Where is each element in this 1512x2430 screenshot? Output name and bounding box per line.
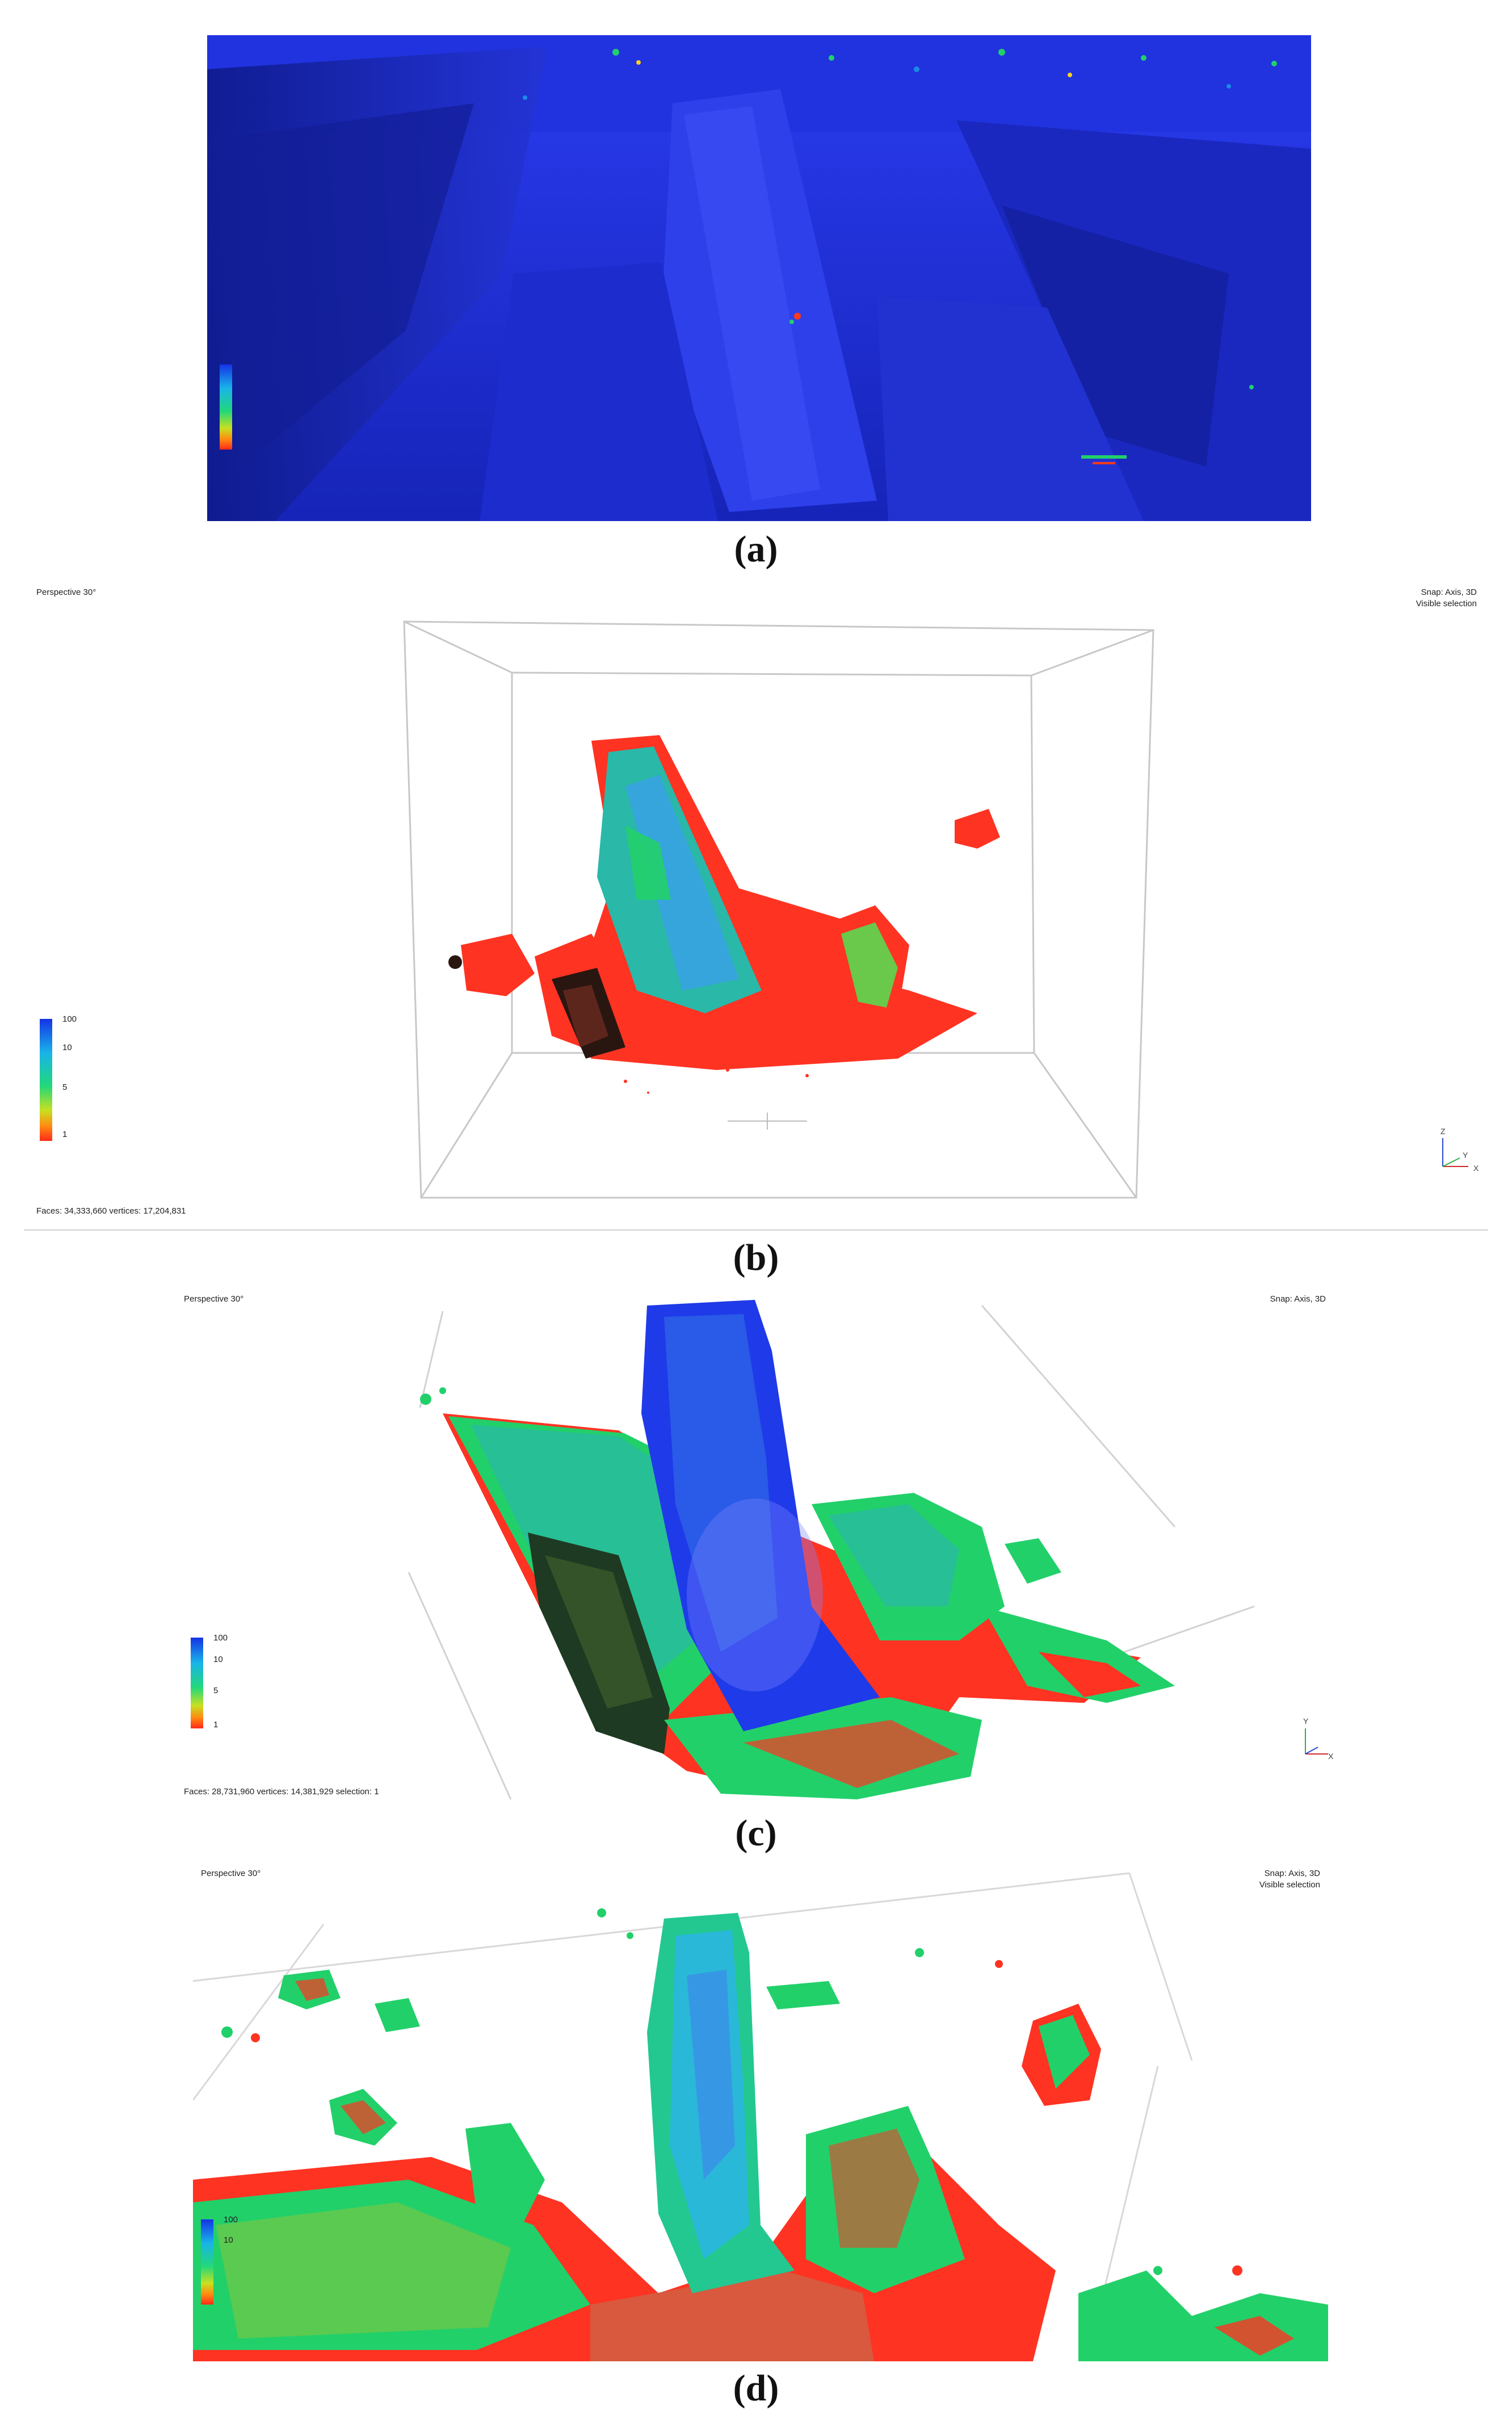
panel-a-noise-speckles	[523, 49, 1277, 464]
panel-c-legend-tick: 10	[213, 1655, 223, 1664]
panel-c-legend-tick: 1	[213, 1720, 219, 1730]
panel-b-viewport[interactable]: Perspective 30° Snap: Axis, 3D Visible s…	[24, 582, 1488, 1229]
panel-d-selection-label: Visible selection	[1259, 1880, 1320, 1890]
panel-b-point-cloud	[448, 735, 1000, 1130]
panel-d-legend-tick: 10	[224, 2235, 233, 2245]
panel-d-mesh-render	[193, 1872, 1328, 2361]
panel-c-color-scale: 100 10 5 1	[191, 1633, 236, 1730]
panel-c-mesh-render	[408, 1300, 1255, 1800]
panel-b-color-scale: 100 10 5 1	[40, 1014, 85, 1141]
caption-d: (d)	[733, 2368, 779, 2409]
panel-d-color-scale: 100 10	[201, 2215, 241, 2305]
panel-a-mesh-render	[207, 35, 1311, 521]
panel-b-view-label: Perspective 30°	[36, 587, 96, 597]
panel-b-axis-x: X	[1473, 1164, 1479, 1173]
panel-b-selection-label: Visible selection	[1416, 599, 1477, 608]
panel-b-legend-tick: 1	[62, 1130, 68, 1139]
panel-c-mesh	[420, 1300, 1175, 1799]
panel-c-status-bar: Faces: 28,731,960 vertices: 14,381,929 s…	[184, 1787, 379, 1797]
panel-c-axis-y: Y	[1303, 1716, 1309, 1726]
panel-c-view-label: Perspective 30°	[184, 1294, 244, 1304]
panel-d-snap-label: Snap: Axis, 3D	[1264, 1869, 1320, 1878]
panel-d-mesh	[193, 1908, 1328, 2361]
panel-b-axis-y: Y	[1463, 1151, 1468, 1160]
panel-c-snap-label: Snap: Axis, 3D	[1270, 1294, 1326, 1304]
caption-b: (b)	[733, 1237, 779, 1278]
panel-a-viewport[interactable]	[207, 35, 1311, 521]
panel-b-axis-gizmo	[1442, 1138, 1468, 1167]
caption-c: (c)	[735, 1812, 777, 1854]
panel-b-bounding-box	[403, 620, 1154, 1199]
panel-b-legend-tick: 10	[62, 1043, 72, 1052]
panel-d-view-label: Perspective 30°	[201, 1869, 261, 1878]
panel-b-mesh-render	[403, 620, 1154, 1199]
panel-c-axis-gizmo	[1305, 1728, 1328, 1755]
panel-a-color-scale	[220, 364, 232, 450]
caption-a: (a)	[734, 528, 778, 570]
panel-c-axis-x: X	[1328, 1752, 1334, 1761]
panel-b-axis-z: Z	[1440, 1127, 1446, 1136]
panel-c-viewport[interactable]: Perspective 30° Snap: Axis, 3D 100 10 5 …	[176, 1289, 1334, 1808]
panel-b-snap-label: Snap: Axis, 3D	[1421, 587, 1477, 597]
panel-b-status-bar: Faces: 34,333,660 vertices: 17,204,831	[36, 1206, 186, 1216]
panel-c-legend-tick: 100	[213, 1633, 228, 1643]
panel-b-legend-tick: 5	[62, 1082, 68, 1092]
panel-b-legend-tick: 100	[62, 1014, 77, 1024]
panel-d-legend-tick: 100	[224, 2215, 238, 2225]
panel-c-legend-tick: 5	[213, 1686, 219, 1695]
panel-d-viewport[interactable]: Perspective 30° Snap: Axis, 3D Visible s…	[193, 1862, 1328, 2361]
panel-b-bottom-rule	[24, 1229, 1488, 1231]
